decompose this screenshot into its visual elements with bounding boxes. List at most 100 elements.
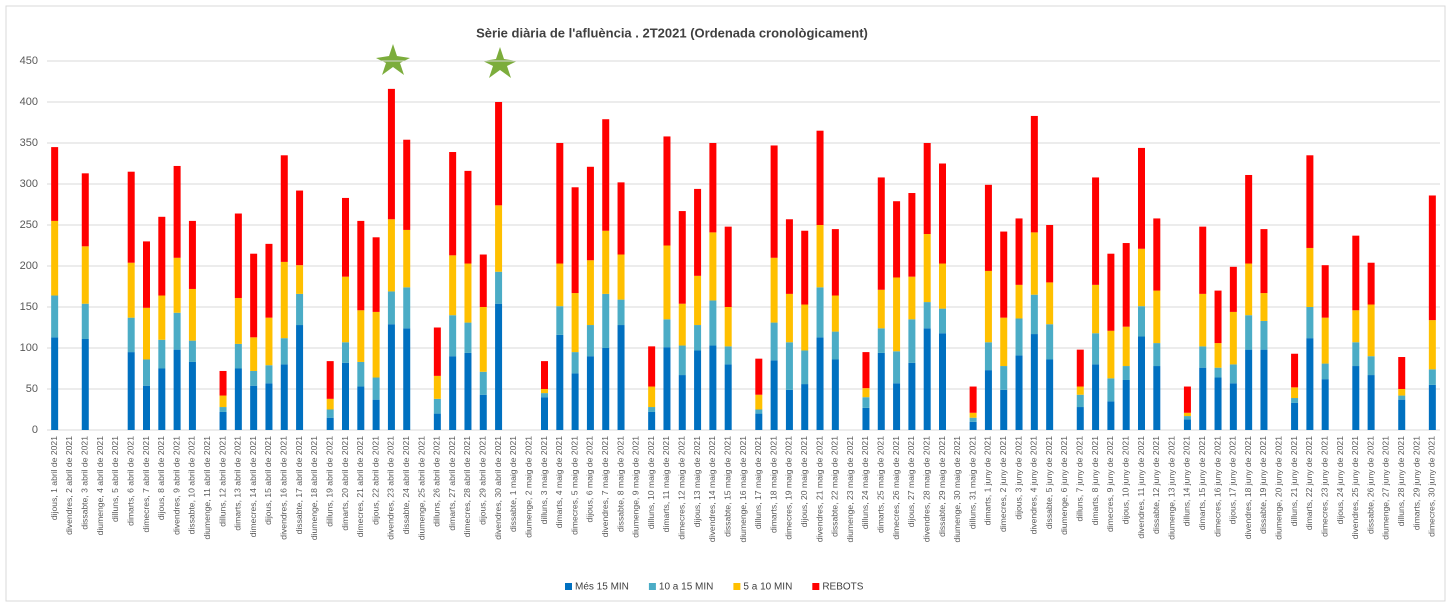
bar-segment — [893, 277, 901, 352]
bar-segment — [939, 308, 946, 334]
bar-segment — [602, 348, 610, 430]
bar-segment — [1291, 398, 1299, 403]
x-tick-label: dilluns, 24 maig de 2021 — [860, 436, 870, 529]
bar-segment — [1245, 263, 1253, 316]
bar-segment — [479, 307, 487, 372]
bar-segment — [648, 411, 656, 430]
bar-segment — [127, 262, 135, 318]
bar-segment — [862, 407, 870, 430]
x-tick-label: divendres, 28 maig de 2021 — [921, 436, 931, 542]
bar-segment — [1367, 375, 1375, 430]
bar-segment — [188, 288, 196, 341]
x-tick-label: dissabte, 24 abril de 2021 — [401, 436, 411, 535]
bar-segment — [785, 342, 793, 390]
bar-segment — [372, 399, 380, 430]
bar-segment — [1122, 243, 1130, 327]
bar-segment — [127, 171, 135, 263]
bar-segment — [755, 358, 763, 395]
x-tick-label: divendres, 21 maig de 2021 — [814, 436, 824, 542]
bar-segment — [877, 328, 885, 353]
x-tick-label: dimecres, 16 juny de 2021 — [1212, 436, 1222, 537]
bar-segment — [893, 351, 901, 384]
bar-segment — [648, 346, 656, 387]
x-tick-label: dilluns, 19 abril de 2021 — [324, 436, 334, 527]
x-tick-label: dissabte, 19 juny de 2021 — [1258, 436, 1268, 534]
bar-segment — [265, 317, 273, 366]
bar-segment — [862, 388, 870, 398]
x-tick-label: diumenge, 16 maig de 2021 — [738, 436, 748, 543]
bar-segment — [234, 343, 242, 369]
x-tick-label: dissabte, 10 abril de 2021 — [187, 436, 197, 535]
legend-label: 10 a 15 MIN — [659, 582, 713, 593]
x-tick-label: diumenge, 13 juny de 2021 — [1166, 436, 1176, 540]
bar-segment — [280, 155, 288, 262]
bar-segment — [1092, 364, 1100, 430]
y-tick-label: 350 — [20, 137, 38, 149]
bar-segment — [1183, 416, 1191, 420]
bar-segment — [143, 359, 150, 386]
x-tick-label: dijous, 17 juny de 2021 — [1228, 436, 1238, 525]
x-tick-label: diumenge, 18 abril de 2021 — [309, 436, 319, 540]
x-tick-label: dissabte, 26 juny de 2021 — [1365, 436, 1375, 534]
bar-segment — [51, 295, 59, 338]
bar-segment — [1153, 366, 1161, 430]
x-tick-label: dijous, 24 juny de 2021 — [1335, 436, 1345, 525]
bar-segment — [571, 293, 579, 353]
x-tick-label: dimecres, 26 maig de 2021 — [891, 436, 901, 540]
x-tick-label: dimecres, 5 maig de 2021 — [569, 436, 579, 535]
x-tick-label: dissabte, 5 juny de 2021 — [1044, 436, 1054, 529]
bar-segment — [1398, 389, 1406, 396]
bar-segment — [586, 325, 594, 357]
bar-segment — [357, 386, 365, 430]
bar-segment — [1107, 253, 1115, 331]
bar-segment — [173, 349, 181, 430]
bar-segment — [984, 370, 992, 430]
legend-swatch — [565, 583, 572, 590]
bar-segment — [862, 352, 870, 389]
bar-segment — [188, 361, 196, 430]
bar-segment — [1306, 155, 1314, 248]
y-tick-label: 50 — [26, 383, 38, 395]
bar-segment — [1183, 419, 1191, 430]
x-tick-label: divendres, 25 juny de 2021 — [1350, 436, 1360, 539]
bar-segment — [709, 300, 717, 346]
x-tick-label: dijous, 6 maig de 2021 — [585, 436, 595, 523]
bar-segment — [1398, 399, 1406, 430]
x-tick-label: dimecres, 7 abril de 2021 — [141, 436, 151, 533]
bar-segment — [250, 253, 258, 338]
bar-segment — [403, 287, 411, 329]
bar-segment — [387, 219, 395, 292]
bar-segment — [801, 230, 809, 305]
x-tick-label: dimarts, 4 maig de 2021 — [554, 436, 564, 528]
bar-segment — [1183, 412, 1191, 417]
x-tick-label: dilluns, 3 maig de 2021 — [539, 436, 549, 525]
bar-segment — [1015, 318, 1023, 356]
bar-segment — [280, 261, 288, 339]
x-tick-label: dijous, 1 abril de 2021 — [49, 436, 59, 520]
bar-segment — [1122, 326, 1130, 367]
bar-segment — [648, 386, 656, 408]
bar-segment — [433, 398, 441, 414]
bar-segment — [1199, 226, 1207, 294]
bar-segment — [617, 325, 625, 430]
bar-segment — [173, 312, 181, 350]
bar-segment — [1229, 383, 1237, 430]
y-tick-label: 0 — [32, 424, 38, 436]
bar-segment — [617, 254, 625, 300]
x-tick-label: dimarts, 20 abril de 2021 — [340, 436, 350, 531]
bar-segment — [387, 324, 395, 430]
bar-segment — [1138, 248, 1145, 307]
bar-segment — [326, 409, 334, 418]
bar-segment — [586, 166, 594, 261]
bar-segment — [1245, 174, 1253, 264]
bars — [51, 88, 1436, 430]
bar-segment — [709, 345, 717, 430]
bar-segment — [571, 373, 579, 430]
x-tick-label: diumenge, 6 juny de 2021 — [1059, 436, 1069, 535]
bar-segment — [464, 352, 472, 430]
bar-segment — [449, 152, 457, 256]
bar-segment — [143, 307, 150, 360]
bar-segment — [984, 342, 992, 371]
bar-segment — [969, 417, 977, 422]
grid — [47, 60, 1440, 431]
